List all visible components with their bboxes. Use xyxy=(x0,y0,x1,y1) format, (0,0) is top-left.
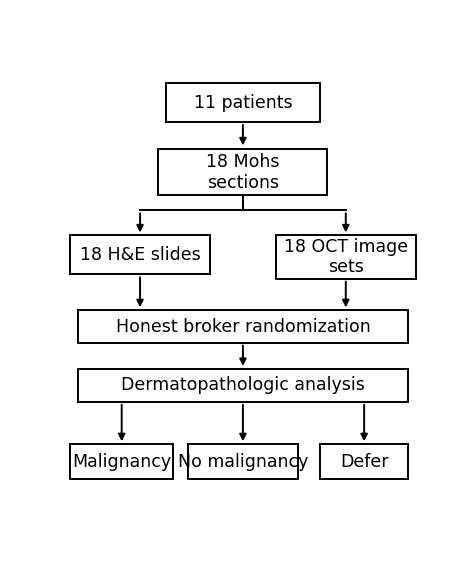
Text: No malignancy: No malignancy xyxy=(178,453,308,471)
Text: Malignancy: Malignancy xyxy=(72,453,171,471)
Text: 18 H&E slides: 18 H&E slides xyxy=(80,246,201,264)
Text: Honest broker randomization: Honest broker randomization xyxy=(116,318,370,336)
Text: Dermatopathologic analysis: Dermatopathologic analysis xyxy=(121,376,365,394)
Text: 18 Mohs
sections: 18 Mohs sections xyxy=(206,153,280,192)
FancyBboxPatch shape xyxy=(70,235,210,275)
FancyBboxPatch shape xyxy=(276,235,416,279)
FancyBboxPatch shape xyxy=(320,444,408,479)
FancyBboxPatch shape xyxy=(166,83,320,122)
FancyBboxPatch shape xyxy=(78,310,408,343)
FancyBboxPatch shape xyxy=(78,369,408,402)
FancyBboxPatch shape xyxy=(188,444,298,479)
Text: 11 patients: 11 patients xyxy=(193,94,292,112)
Text: Defer: Defer xyxy=(340,453,388,471)
FancyBboxPatch shape xyxy=(70,444,173,479)
Text: 18 OCT image
sets: 18 OCT image sets xyxy=(284,238,408,276)
FancyBboxPatch shape xyxy=(158,149,328,195)
